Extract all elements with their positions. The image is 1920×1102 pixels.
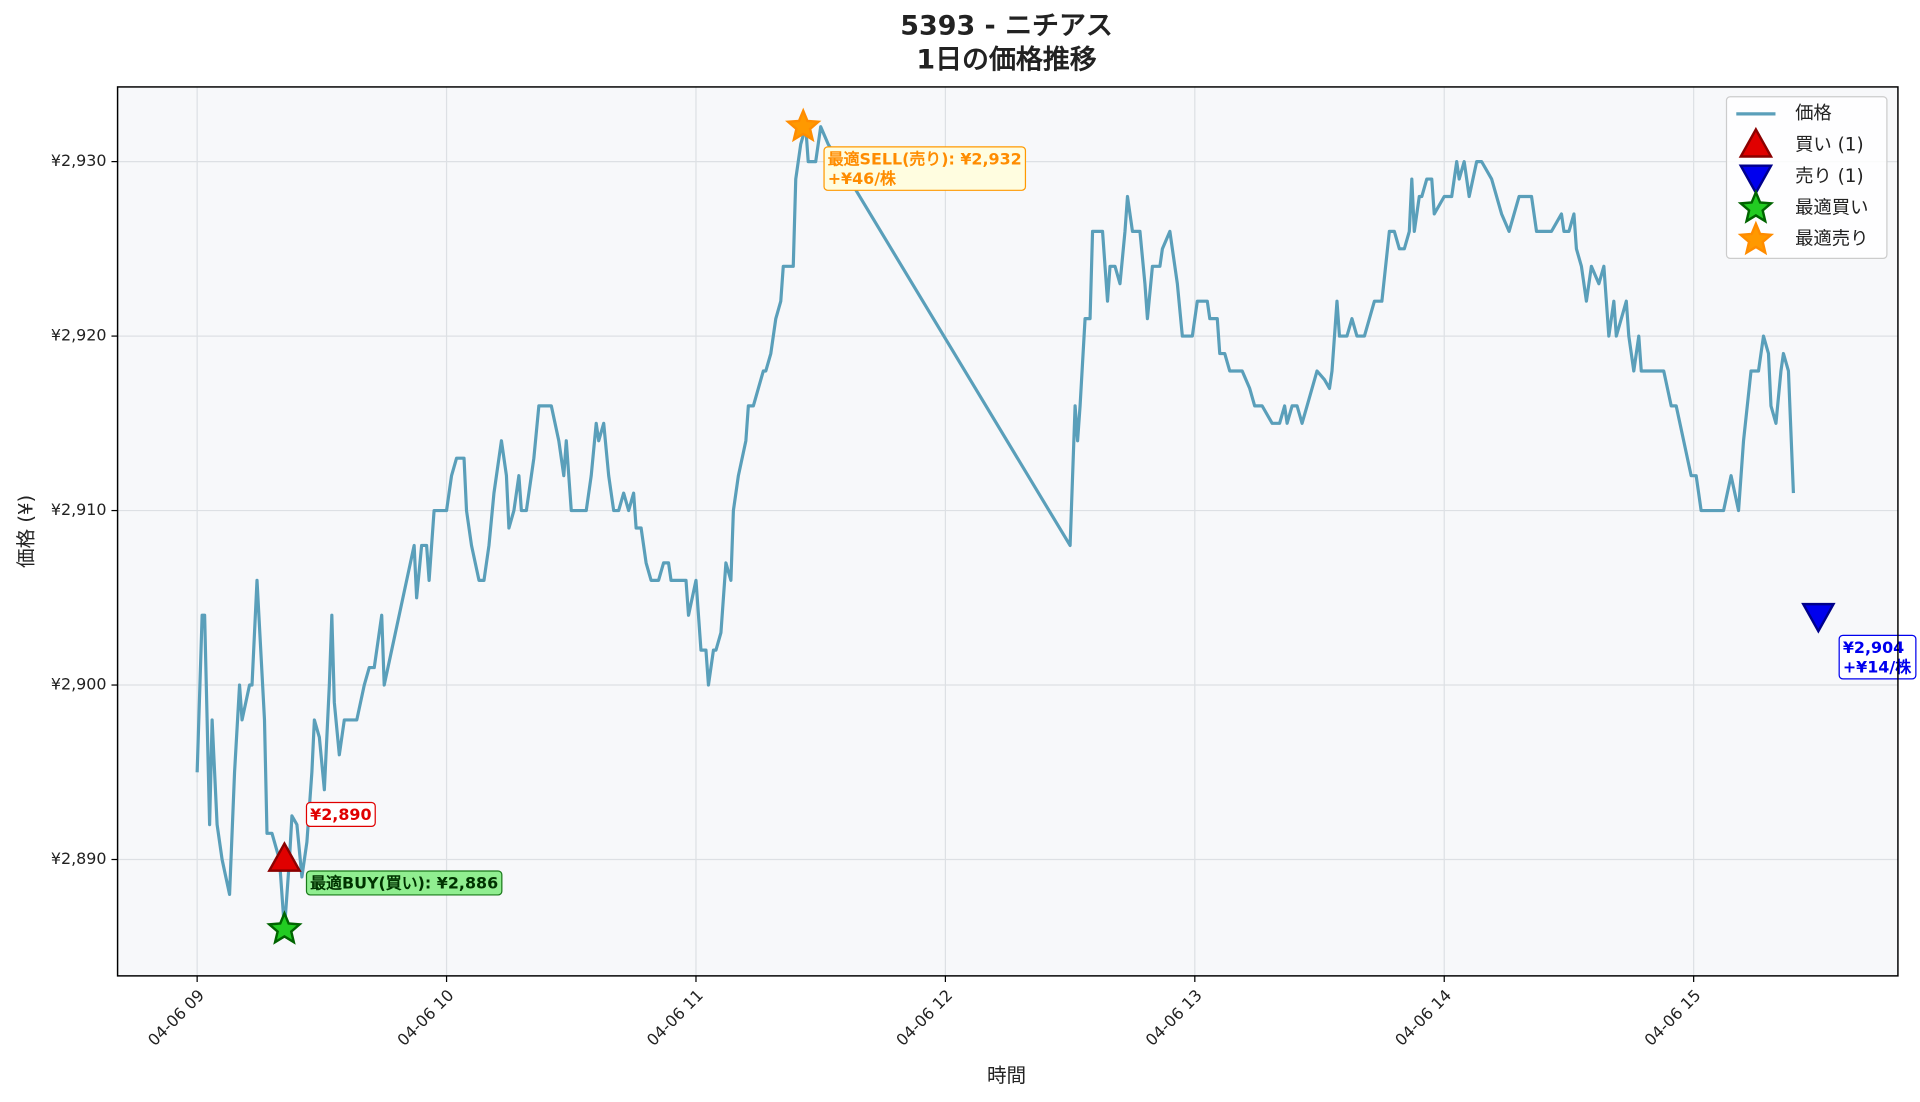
legend-swatch [1737, 189, 1775, 224]
y-tick-label: ¥2,920 [51, 326, 107, 345]
annotation-box [305, 801, 376, 827]
marker-star [785, 107, 822, 143]
x-axis-label: 時間 [987, 1064, 1026, 1087]
x-tick-label: 04-06 13 [1142, 986, 1206, 1050]
annotation-text: +¥14/株 [1843, 657, 1912, 676]
legend-label: 価格 [1795, 103, 1832, 124]
marker-triangle-up [267, 841, 302, 872]
x-tick-label: 04-06 15 [1641, 986, 1705, 1050]
x-tick-label: 04-06 14 [1391, 986, 1455, 1050]
y-axis-label: 価格 (¥) [14, 495, 37, 568]
plot-area [117, 86, 1898, 976]
legend-label: 売り (1) [1795, 166, 1864, 187]
legend-swatch [1737, 220, 1775, 256]
legend-label: 最適売り [1795, 229, 1868, 250]
y-tick-label: ¥2,930 [51, 151, 107, 170]
legend-label: 買い (1) [1795, 134, 1864, 155]
annotation: 最適BUY(買い): ¥2,886 [305, 870, 503, 896]
annotation: ¥2,904+¥14/株 [1838, 634, 1917, 680]
y-tick-label: ¥2,890 [51, 849, 107, 868]
price-line [195, 125, 1796, 931]
annotation: 最適SELL(売り): ¥2,932+¥46/株 [823, 146, 1027, 191]
annotation: ¥2,890 [305, 801, 376, 827]
y-tick-label: ¥2,900 [51, 675, 107, 694]
legend-swatch [1738, 164, 1774, 196]
chart-subtitle: 1日の価格推移 [916, 45, 1096, 76]
x-tick-label: 04-06 10 [393, 986, 457, 1050]
chart-title: 5393 - ニチアス [900, 10, 1113, 41]
plot-frame [116, 86, 1899, 977]
x-tick-label: 04-06 12 [892, 986, 956, 1050]
annotation-text: 最適SELL(売り): ¥2,932 [828, 149, 1022, 168]
y-tick-label: ¥2,910 [51, 500, 107, 519]
marker-star [266, 910, 303, 945]
annotation-text: +¥46/株 [828, 169, 897, 188]
legend-swatch [1738, 126, 1774, 158]
annotation-box [823, 146, 1027, 191]
x-tick-label: 04-06 09 [144, 986, 208, 1050]
annotation-text: ¥2,904 [1843, 638, 1904, 657]
legend-label: 最適買い [1795, 197, 1868, 218]
annotation-text: 最適BUY(買い): ¥2,886 [310, 873, 498, 892]
annotation-box [1838, 634, 1917, 680]
marker-triangle-down [1801, 602, 1836, 634]
legend-box [1725, 96, 1888, 259]
annotation-box [305, 870, 503, 896]
x-tick-label: 04-06 11 [643, 986, 707, 1050]
annotation-text: ¥2,890 [310, 805, 371, 824]
